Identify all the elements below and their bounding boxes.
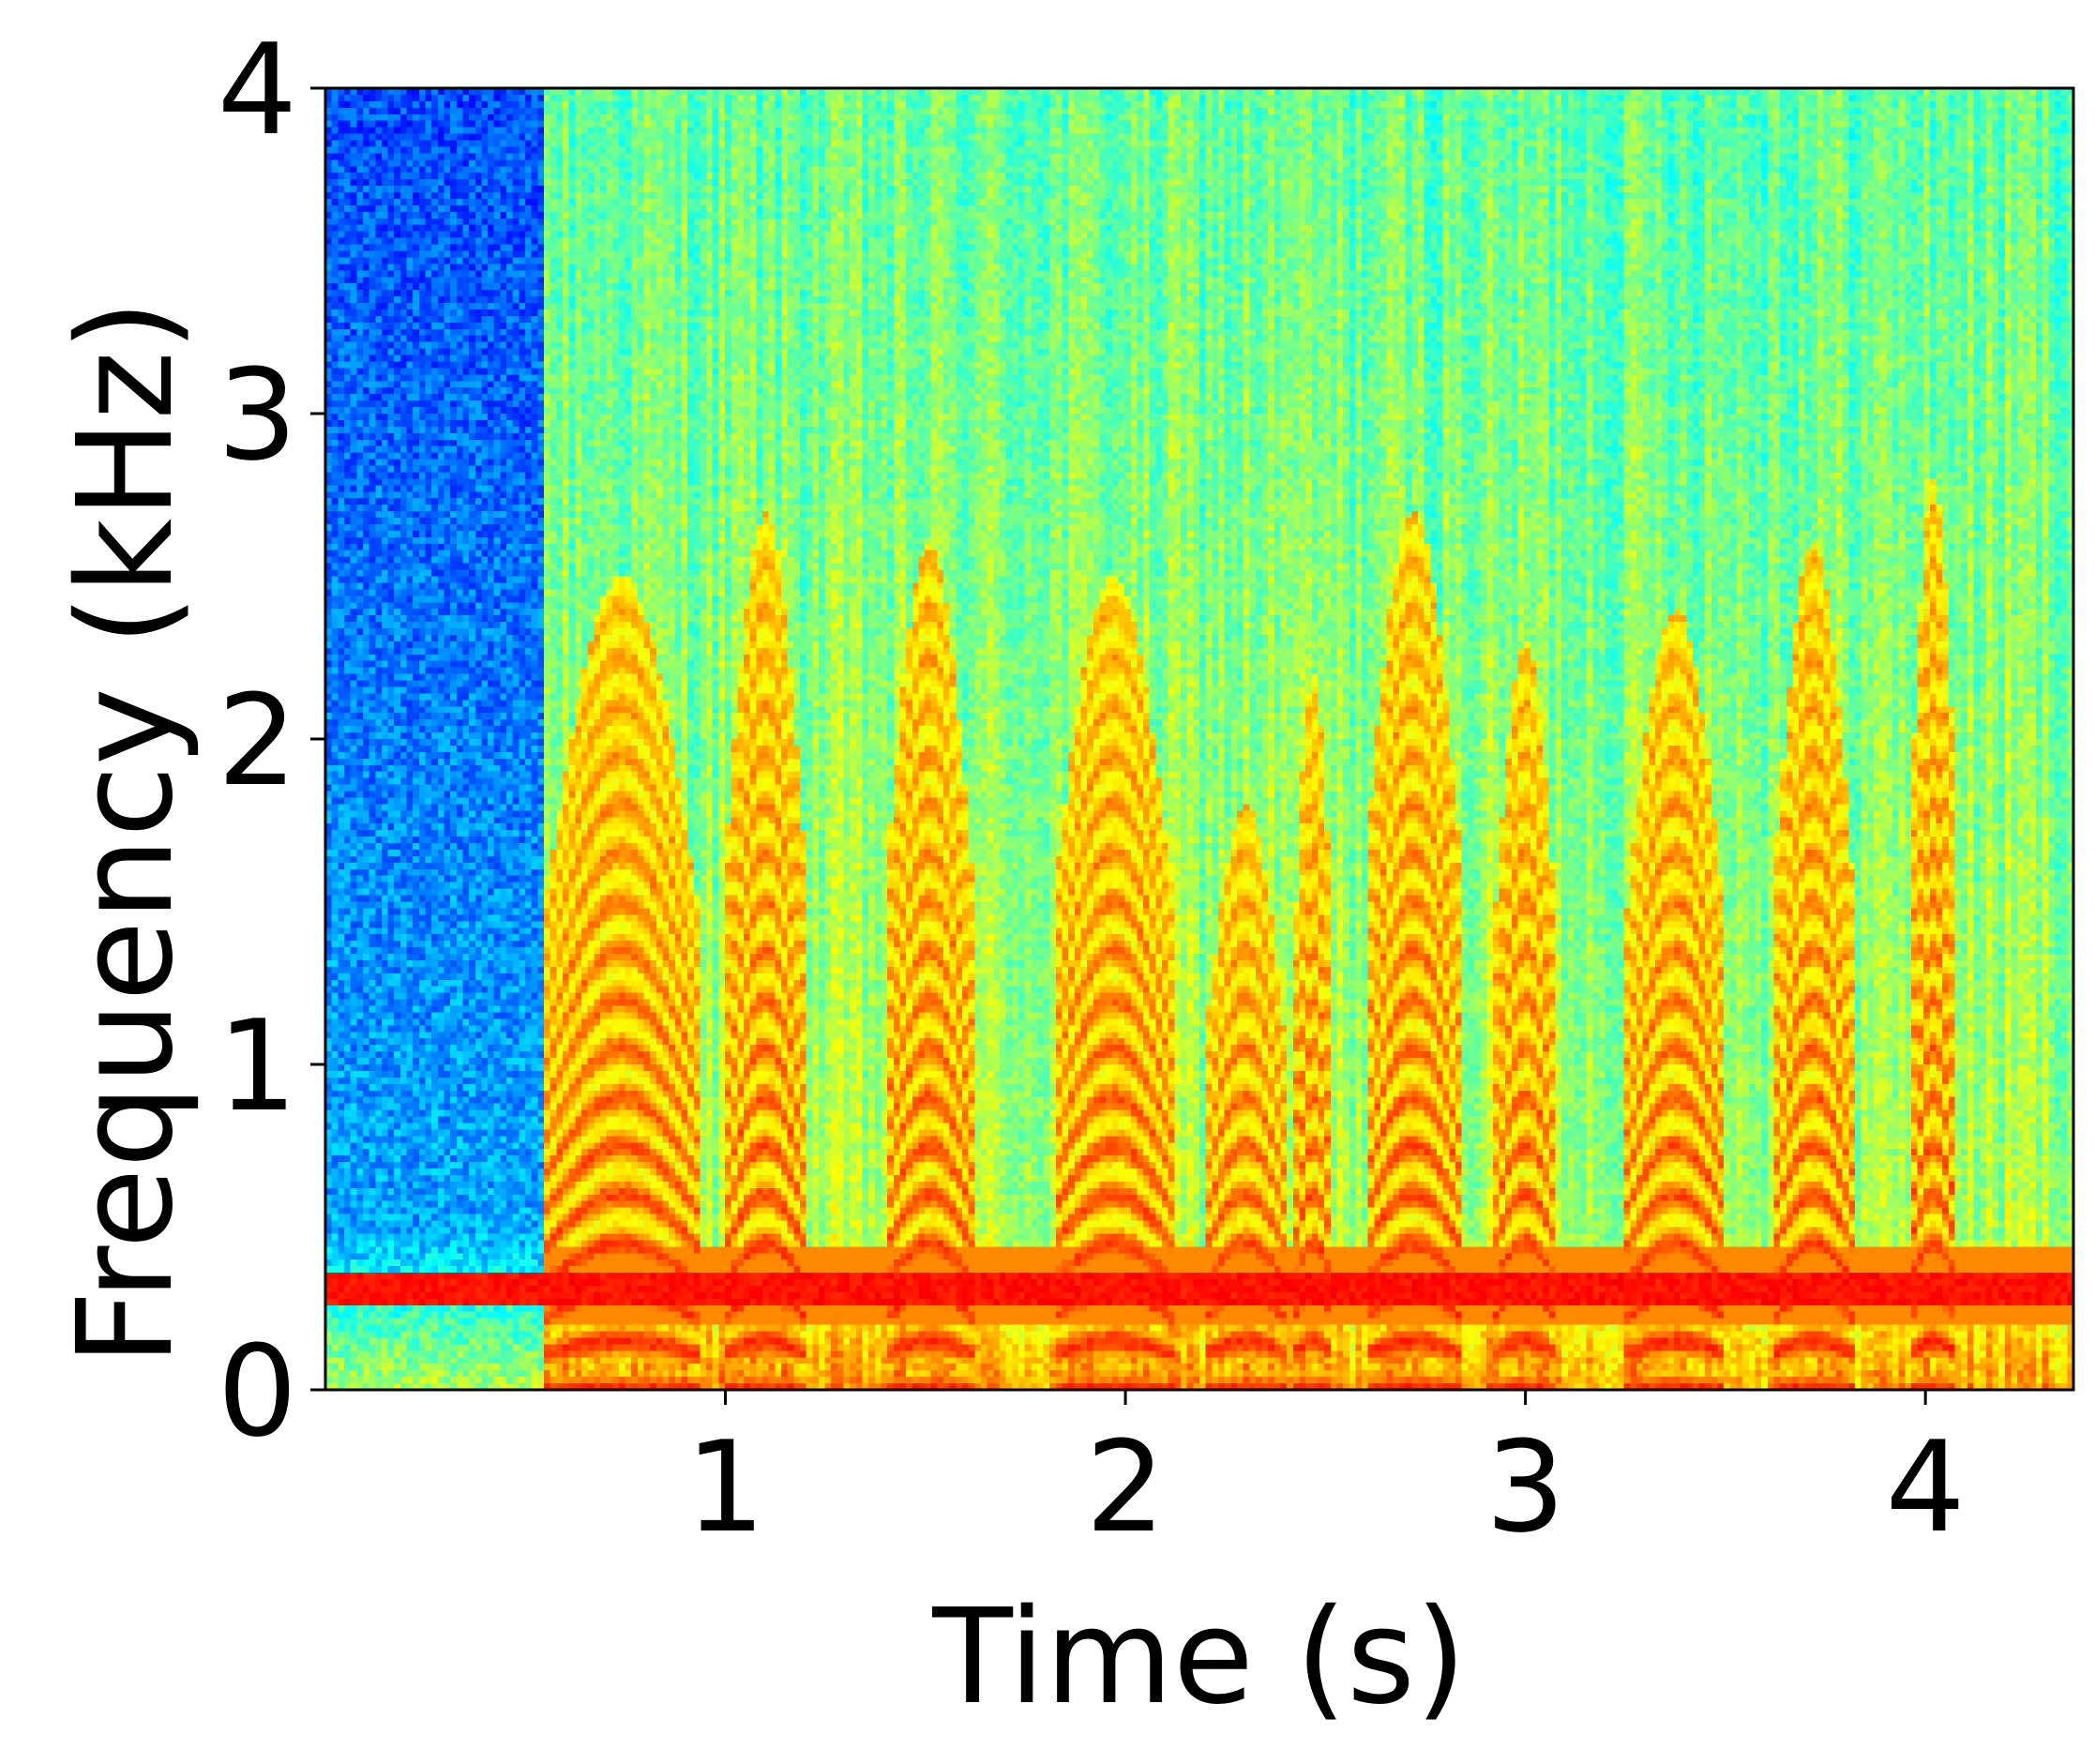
y-tick-label: 2: [218, 668, 297, 814]
y-axis-ticks: 0 1 2 3 4: [218, 17, 325, 1465]
y-tick-label: 1: [218, 993, 297, 1139]
x-tick-label: 3: [1485, 1414, 1565, 1560]
x-tick-label: 4: [1886, 1414, 1966, 1560]
y-tick-label: 0: [218, 1319, 297, 1465]
y-tick-label: 4: [218, 17, 297, 163]
y-tick-label: 3: [218, 342, 297, 489]
x-tick-label: 1: [686, 1414, 765, 1560]
spectrogram-heatmap: [325, 88, 2073, 1390]
plot-area-frame: [324, 86, 2075, 1392]
x-axis-ticks: 1 2 3 4: [686, 1390, 1966, 1560]
y-axis-label: Frequency (kHz): [50, 300, 203, 1366]
x-axis-label: Time (s): [931, 1581, 1466, 1734]
x-tick-label: 2: [1085, 1414, 1165, 1560]
